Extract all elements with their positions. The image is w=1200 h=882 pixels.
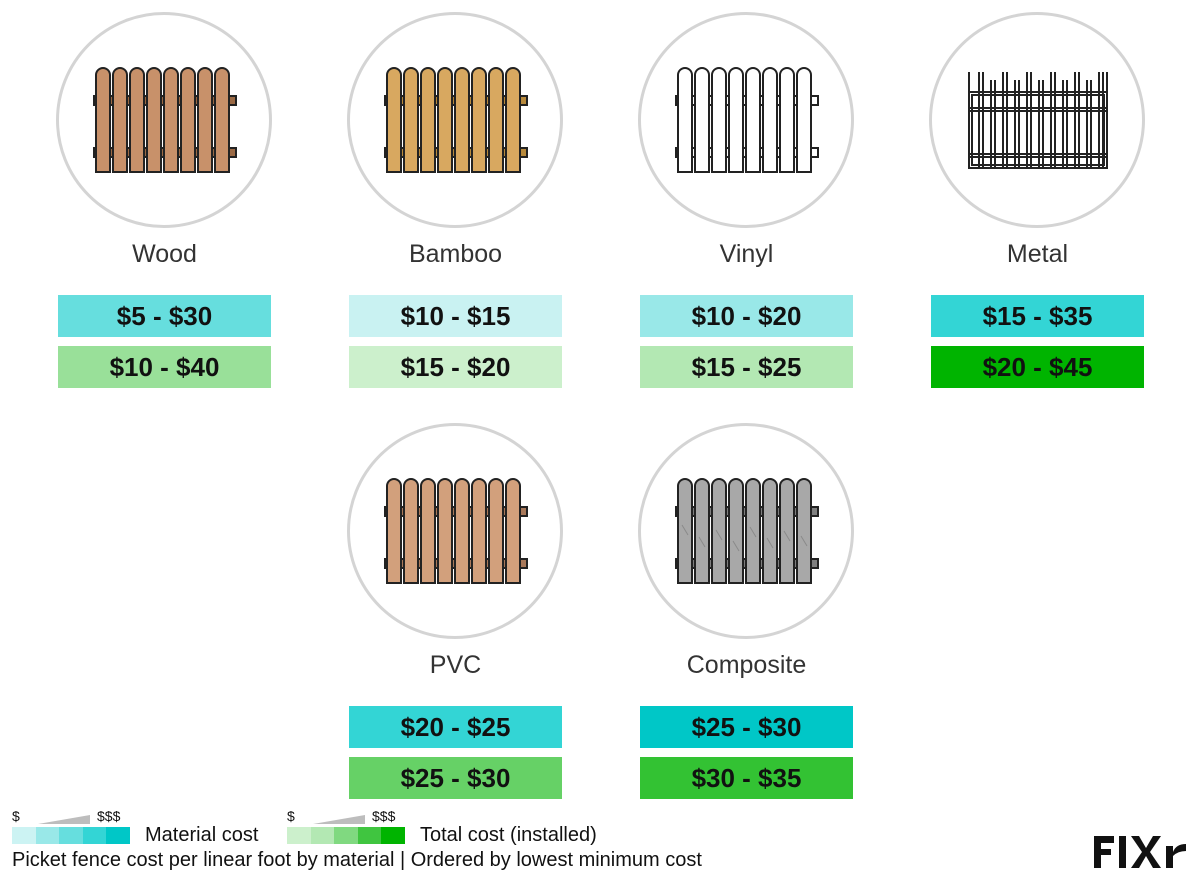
material-name: Composite [686, 651, 807, 679]
scale-wedge-icon [313, 815, 365, 824]
fixr-logo [1094, 836, 1186, 868]
legend-swatch [82, 827, 107, 844]
total-cost-bar: $10 - $40 [58, 346, 271, 388]
metal-fence-icon [968, 72, 1108, 169]
bamboo-fence-icon [384, 67, 528, 173]
legend-swatch [357, 827, 382, 844]
total-cost-bar: $15 - $20 [349, 346, 562, 388]
material-name: Metal [1006, 240, 1069, 268]
scale-wedge-icon [38, 815, 90, 824]
material-name: Wood [132, 240, 197, 268]
wood-fence-icon [93, 67, 237, 173]
material-cost-bar: $25 - $30 [640, 706, 853, 748]
vinyl-circle [638, 12, 854, 228]
vinyl-fence-icon [675, 67, 819, 173]
legend-total-label: Total cost (installed) [420, 824, 597, 846]
material-cost-bar: $10 - $15 [349, 295, 562, 337]
material-name: Vinyl [719, 240, 774, 268]
legend-material-label: Material cost [145, 824, 259, 846]
legend-low-label: $ [12, 808, 20, 824]
material-name: PVC [429, 651, 482, 679]
legend-swatch [35, 827, 60, 844]
footnote: Picket fence cost per linear foot by mat… [12, 849, 702, 871]
legend-high-label: $$$ [97, 808, 121, 824]
legend-low-label: $ [287, 808, 295, 824]
material-cost-bar: $20 - $25 [349, 706, 562, 748]
total-cost-bar: $30 - $35 [640, 757, 853, 799]
total-cost-bar: $20 - $45 [931, 346, 1144, 388]
material-cost-bar: $15 - $35 [931, 295, 1144, 337]
legend-swatch [12, 827, 36, 844]
legend-swatch [381, 827, 405, 844]
material-name: Bamboo [408, 240, 503, 268]
legend-swatch [287, 827, 311, 844]
total-cost-bar: $15 - $25 [640, 346, 853, 388]
legend-swatch [59, 827, 83, 844]
material-cost-bar: $10 - $20 [640, 295, 853, 337]
legend-swatch [334, 827, 358, 844]
legend-high-label: $$$ [372, 808, 396, 824]
legend-swatch [310, 827, 335, 844]
legend-swatch [106, 827, 130, 844]
composite-fence-icon [675, 478, 819, 584]
metal-circle [929, 12, 1145, 228]
material-cost-bar: $5 - $30 [58, 295, 271, 337]
total-cost-bar: $25 - $30 [349, 757, 562, 799]
pvc-fence-icon [384, 478, 528, 584]
